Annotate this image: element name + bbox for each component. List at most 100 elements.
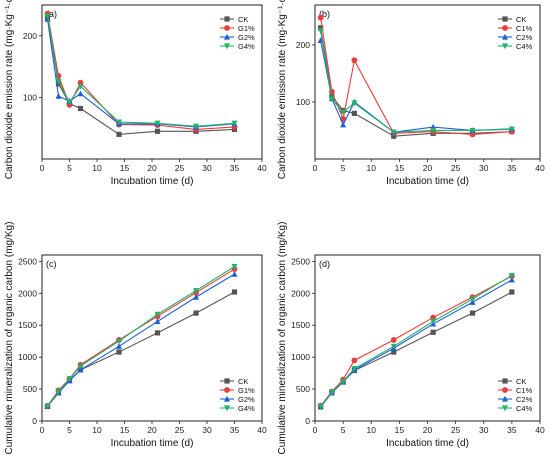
series-c2pct [317, 37, 515, 135]
series-line [47, 266, 235, 407]
data-point [116, 343, 122, 349]
series-ck [44, 14, 238, 137]
legend-label: G4% [238, 42, 255, 51]
legend-marker [502, 16, 508, 22]
y-axis-label: Cumulative mineralization of organic car… [277, 222, 288, 455]
legend-marker [502, 387, 508, 393]
data-point [340, 121, 347, 128]
data-point [317, 403, 324, 410]
panel-label: (c) [46, 259, 57, 269]
data-point [430, 318, 437, 325]
legend-label: G2% [238, 33, 255, 42]
data-point [390, 343, 397, 350]
data-point [193, 293, 199, 300]
series-ck [318, 25, 515, 139]
x-tick-label: 25 [451, 425, 461, 435]
data-point [55, 72, 62, 79]
x-tick-label: 0 [40, 425, 45, 435]
legend-marker [502, 43, 508, 50]
x-tick-label: 20 [147, 425, 157, 435]
x-tick-label: 30 [479, 425, 489, 435]
series-ck [318, 289, 515, 409]
series-g2pct [44, 270, 238, 410]
x-tick-label: 20 [423, 163, 433, 173]
x-tick-label: 10 [92, 425, 102, 435]
legend-marker [224, 16, 230, 22]
x-tick-label: 20 [423, 425, 433, 435]
y-tick-label: 0 [305, 416, 310, 426]
data-point [317, 14, 324, 21]
legend-label: C1% [516, 386, 533, 395]
x-tick-label: 15 [395, 425, 405, 435]
data-point [317, 28, 324, 34]
data-point [55, 78, 62, 85]
data-point [508, 126, 515, 133]
x-tick-label: 0 [313, 425, 318, 435]
legend-marker [502, 33, 508, 40]
legend-marker [502, 395, 508, 402]
x-tick-label: 20 [147, 163, 157, 173]
legend-label: CK [516, 377, 526, 386]
y-axis-label: Cumulative mineralization of organic car… [4, 222, 15, 455]
legend-marker [502, 405, 508, 412]
legend-marker [224, 378, 230, 384]
x-axis-label: Incubation time (d) [386, 438, 469, 449]
data-point [154, 128, 161, 134]
legend-label: G1% [238, 24, 255, 33]
x-axis-label: Incubation time (d) [111, 176, 194, 187]
panel-b: 0 5 10 15 20 25 30 35 40 100 200 Incubation time (d… [277, 0, 545, 187]
data-point [469, 127, 476, 134]
data-point [77, 363, 84, 370]
plot-frame [41, 254, 263, 422]
x-tick-label: 35 [507, 425, 517, 435]
legend-label: G2% [238, 395, 255, 404]
data-point [154, 330, 161, 336]
data-point [231, 289, 238, 295]
data-point [55, 389, 62, 395]
y-tick-label: 1000 [291, 352, 310, 362]
data-point [77, 366, 84, 373]
panel-label: (a) [46, 9, 57, 19]
y-tick-label: 2000 [291, 288, 310, 298]
panel-c: 0 5 10 15 20 25 30 35 40 0 500 1000 1500 2000 2500 Incu… [4, 222, 267, 455]
series-line [320, 27, 512, 137]
data-point [390, 129, 397, 136]
x-tick-label: 5 [67, 163, 72, 173]
legend-label: C4% [516, 404, 533, 413]
legend-label: CK [238, 15, 248, 24]
data-point [44, 13, 51, 20]
series-line [47, 273, 235, 407]
x-tick-label: 10 [92, 163, 102, 173]
data-point [469, 296, 476, 303]
y-tick-label: 2000 [18, 288, 37, 298]
data-point [193, 288, 199, 294]
series-g2pct [44, 15, 238, 130]
data-point [231, 263, 238, 270]
data-point [116, 349, 122, 355]
data-point [318, 25, 324, 31]
legend-label: CK [516, 15, 526, 24]
y-tick-label: 200 [296, 40, 310, 50]
data-point [193, 310, 199, 316]
data-point [351, 57, 358, 64]
panel-d: 0 5 10 15 20 25 30 35 40 0 500 1000 1500 2000 2500 Incu… [277, 222, 545, 455]
x-tick-label: 0 [40, 163, 45, 173]
data-point [391, 349, 397, 355]
data-point [116, 119, 122, 126]
x-axis-label: Incubation time (d) [386, 176, 469, 187]
series-line [320, 30, 512, 133]
series-line [46, 19, 235, 128]
x-tick-label: 15 [120, 163, 130, 173]
data-point [430, 329, 436, 335]
panel-label: (b) [319, 9, 330, 19]
plot-frame [314, 254, 541, 422]
legend-marker [224, 25, 230, 31]
series-line [320, 279, 513, 408]
data-point [390, 337, 397, 343]
series-g4pct [44, 13, 238, 130]
x-tick-label: 25 [451, 163, 461, 173]
